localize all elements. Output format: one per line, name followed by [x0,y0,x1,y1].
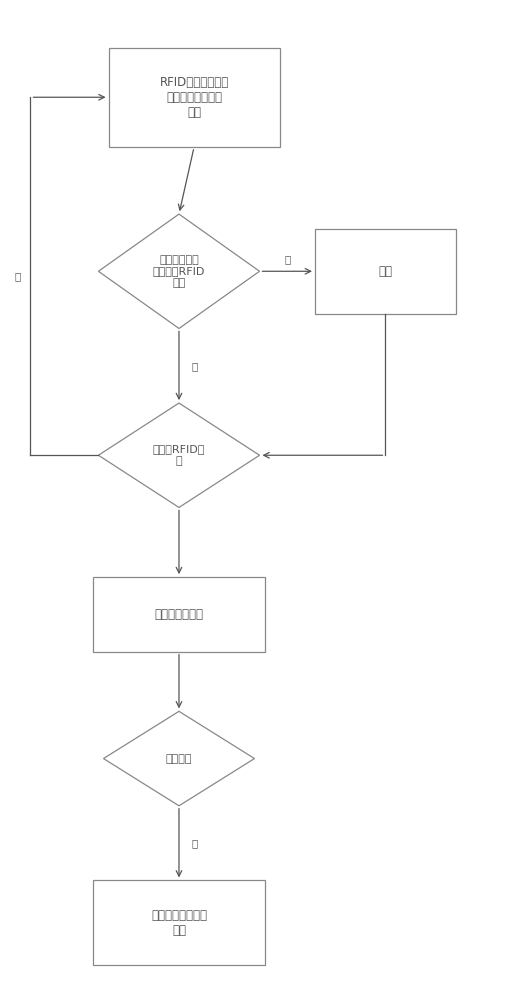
Text: 通知给变更事件通
知器: 通知给变更事件通 知器 [151,909,207,937]
Text: 都是所在监控
范围内的RFID
标签: 都是所在监控 范围内的RFID 标签 [153,255,205,288]
FancyBboxPatch shape [315,229,456,314]
Text: 过滤: 过滤 [378,265,392,278]
Text: 否: 否 [284,254,290,264]
FancyBboxPatch shape [93,577,265,652]
Text: RFID读写器读取所
监控范围内的资源
信息: RFID读写器读取所 监控范围内的资源 信息 [159,76,229,119]
Polygon shape [98,214,260,328]
Polygon shape [98,403,260,507]
Text: 是: 是 [191,838,198,848]
Text: 是: 是 [191,361,198,371]
Text: 全部的RFID标
签: 全部的RFID标 签 [153,444,205,466]
Text: 否: 否 [15,271,21,281]
Text: 存在变化: 存在变化 [166,754,192,764]
FancyBboxPatch shape [108,48,279,147]
Polygon shape [103,711,254,806]
Text: 对比前一次状态: 对比前一次状态 [155,608,204,621]
FancyBboxPatch shape [93,880,265,965]
